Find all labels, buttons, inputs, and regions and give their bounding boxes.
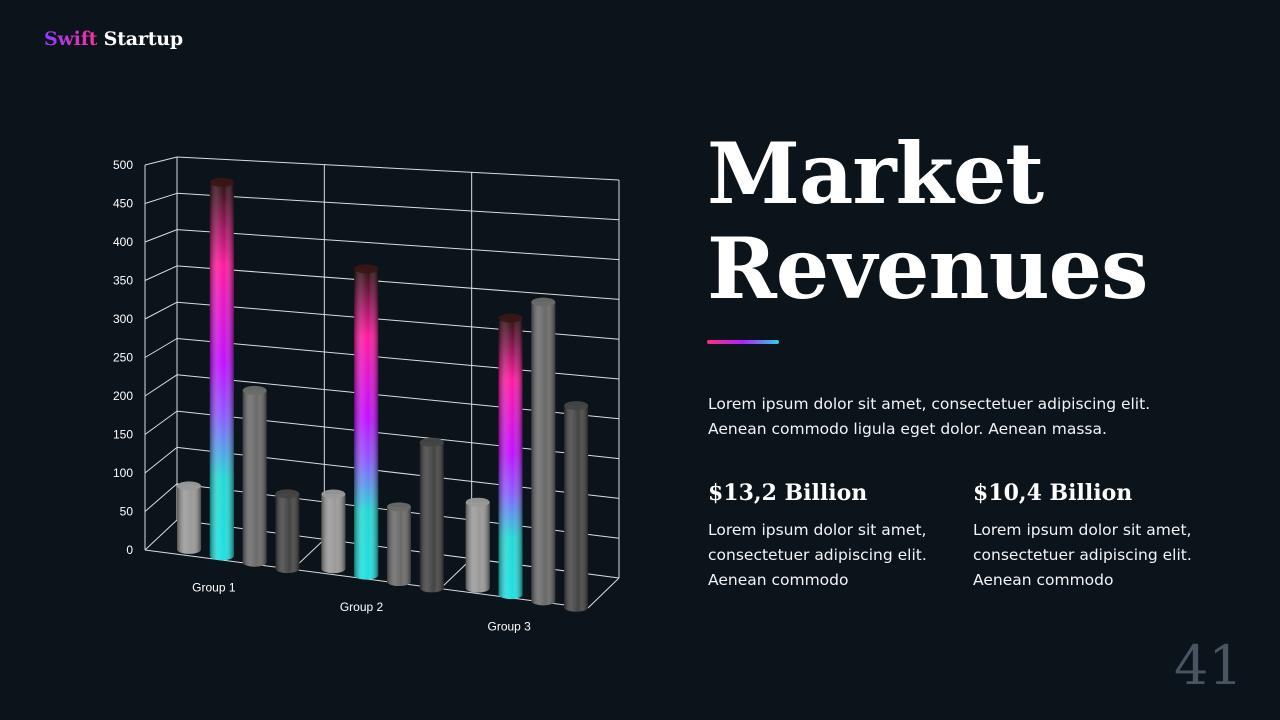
gridline-back xyxy=(176,265,620,300)
bar-top xyxy=(531,297,556,307)
bar-shade xyxy=(465,502,490,593)
bar-2-4 xyxy=(419,437,444,593)
gridline-back xyxy=(176,156,620,181)
bar-shade xyxy=(386,506,411,587)
bar-1-3 xyxy=(242,385,267,567)
y-tick-label: 450 xyxy=(113,197,133,211)
brand-logo: Swift Startup xyxy=(44,28,183,50)
bar-3-2 xyxy=(498,313,523,599)
bar-3-3 xyxy=(531,297,556,606)
bar-top xyxy=(419,437,444,447)
bar-top xyxy=(321,489,346,499)
bar-shade xyxy=(275,493,300,574)
bar-top xyxy=(177,481,202,491)
bar-shade xyxy=(354,268,379,580)
bar-chart: 0 50 100 150 200 250 300 350 400 450 500 Group 1 Gro… xyxy=(113,156,620,633)
y-tick-label: 500 xyxy=(113,158,133,172)
bar-shade xyxy=(209,182,234,561)
gridline-left xyxy=(144,447,178,474)
y-tick-label: 0 xyxy=(126,543,133,557)
brand-part2: Startup xyxy=(103,28,183,50)
bar-2-3 xyxy=(386,502,411,587)
stat-1-value: $13,2 Billion xyxy=(708,480,868,506)
gridline-left xyxy=(144,229,178,243)
y-tick-label: 300 xyxy=(113,312,133,326)
title-line-2: Revenues xyxy=(707,219,1148,318)
x-tick-label: Group 2 xyxy=(340,600,384,614)
bar-shade xyxy=(531,302,556,606)
bar-shade xyxy=(564,405,589,612)
y-tick-label: 350 xyxy=(113,274,133,288)
bar-shade xyxy=(498,318,523,599)
gridline-left xyxy=(144,301,178,320)
gridline-left xyxy=(144,519,178,551)
description: Lorem ipsum dolor sit amet, consectetuer… xyxy=(708,395,1151,438)
y-tick-label: 250 xyxy=(113,351,133,365)
bar-top xyxy=(564,401,589,411)
bar-1-4 xyxy=(275,489,300,574)
title-line-1: Market xyxy=(707,124,1044,223)
bar-top xyxy=(498,313,523,323)
y-tick-label: 50 xyxy=(120,505,134,519)
gridline-left xyxy=(144,156,178,166)
gridline-back xyxy=(176,229,620,261)
gridline-left xyxy=(144,192,178,204)
bar-shade xyxy=(242,390,267,567)
bar-top xyxy=(386,502,411,512)
bar-2-1 xyxy=(321,489,346,574)
bar-top xyxy=(275,489,300,499)
y-tick-label: 100 xyxy=(113,466,133,480)
y-tick-label: 200 xyxy=(113,389,133,403)
bar-2-2 xyxy=(354,264,379,580)
stat-2-value: $10,4 Billion xyxy=(973,480,1133,506)
bar-top xyxy=(209,177,234,187)
bar-shade xyxy=(321,494,346,574)
stat-1-text: Lorem ipsum dolor sit amet, consectetuer… xyxy=(708,521,927,589)
brand-part1: Swift xyxy=(44,28,98,50)
page-title: Market Revenues xyxy=(707,124,1148,318)
x-tick-label: Group 3 xyxy=(487,619,531,633)
x-tick-label: Group 1 xyxy=(192,581,236,595)
y-tick-label: 150 xyxy=(113,428,133,442)
gridline-left xyxy=(144,374,178,397)
bar-top xyxy=(242,385,267,395)
bar-1-1 xyxy=(177,481,202,554)
gridline-back xyxy=(176,192,620,221)
gridline-left xyxy=(144,483,178,512)
stat-2: $10,4 Billion Lorem ipsum dolor sit amet… xyxy=(973,480,1213,593)
bar-3-1 xyxy=(465,497,490,593)
accent-divider xyxy=(707,340,779,344)
bar-1-2 xyxy=(209,177,234,561)
stat-2-text: Lorem ipsum dolor sit amet, consectetuer… xyxy=(973,521,1192,589)
gridline-left xyxy=(144,410,178,435)
bar-top xyxy=(354,264,379,274)
y-tick-label: 400 xyxy=(113,235,133,249)
bar-top xyxy=(465,497,490,507)
gridline-left xyxy=(144,338,178,358)
gridline-left xyxy=(144,265,178,281)
bar-shade xyxy=(419,442,444,593)
stat-1: $13,2 Billion Lorem ipsum dolor sit amet… xyxy=(708,480,948,593)
page-number: 41 xyxy=(1174,634,1243,697)
bar-shade xyxy=(177,485,202,554)
bar-3-4 xyxy=(564,401,589,612)
